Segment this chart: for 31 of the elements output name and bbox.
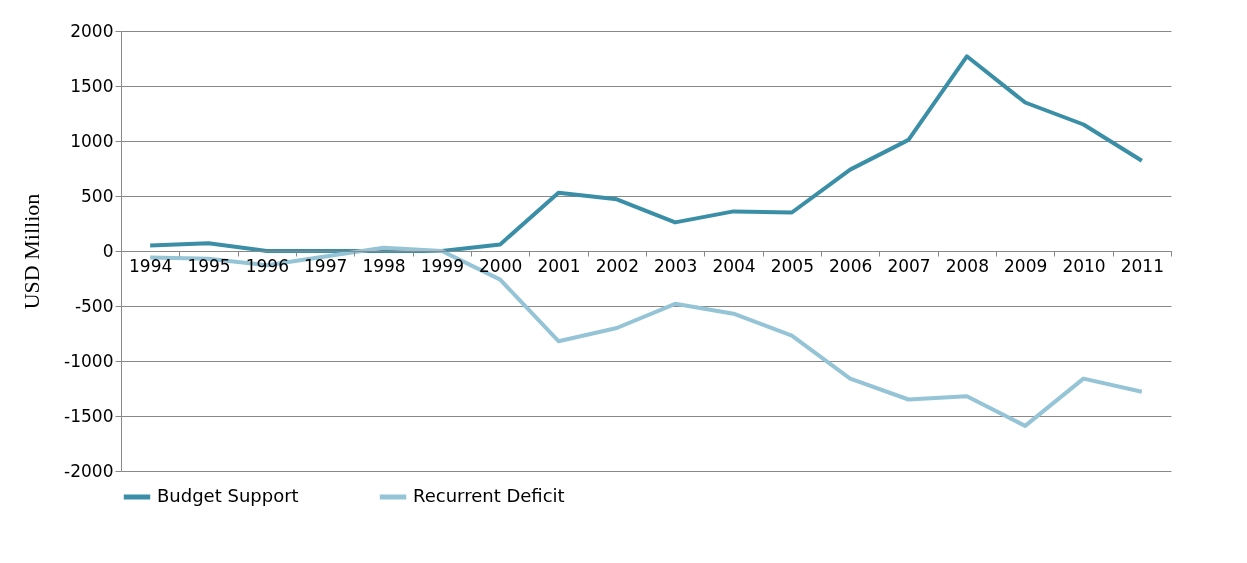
x-tick-label: 2000 xyxy=(479,255,523,276)
y-tick-label: 1500 xyxy=(70,75,114,96)
y-tick-label: -1500 xyxy=(64,405,114,426)
x-tick-label: 1999 xyxy=(420,255,464,276)
y-tick-label: 500 xyxy=(81,185,114,206)
x-tick-label: 2008 xyxy=(945,255,989,276)
y-tick-label: 2000 xyxy=(70,20,114,41)
x-tick-label: 2007 xyxy=(887,255,931,276)
x-tick-label: 2002 xyxy=(595,255,639,276)
legend-label: Recurrent Deficit xyxy=(413,485,565,506)
line-series xyxy=(148,54,1144,253)
x-tick-label: 1997 xyxy=(304,255,348,276)
y-axis-title: USD Million xyxy=(19,193,45,310)
x-tick-label: 2011 xyxy=(1120,255,1164,276)
x-tick-label: 1996 xyxy=(245,255,289,276)
y-tick-label: 0 xyxy=(102,240,114,261)
x-tick-label: 1998 xyxy=(362,255,406,276)
x-tick-label: 1995 xyxy=(187,255,231,276)
x-tick-label: 2006 xyxy=(829,255,873,276)
x-tick-label: 2001 xyxy=(537,255,581,276)
x-tick-label: 2009 xyxy=(1004,255,1048,276)
x-tick-label: 2003 xyxy=(654,255,698,276)
y-tick-label: 1000 xyxy=(70,130,114,151)
legend-label: Budget Support xyxy=(157,485,299,506)
x-tick-label: 2004 xyxy=(712,255,756,276)
x-tick-label: 2005 xyxy=(770,255,814,276)
x-tick-label: 2010 xyxy=(1062,255,1106,276)
y-tick-label: -2000 xyxy=(64,460,114,481)
x-tick-label: 1994 xyxy=(129,255,173,276)
y-tick-label: -1000 xyxy=(64,350,114,371)
y-tick-label: -500 xyxy=(74,295,114,316)
